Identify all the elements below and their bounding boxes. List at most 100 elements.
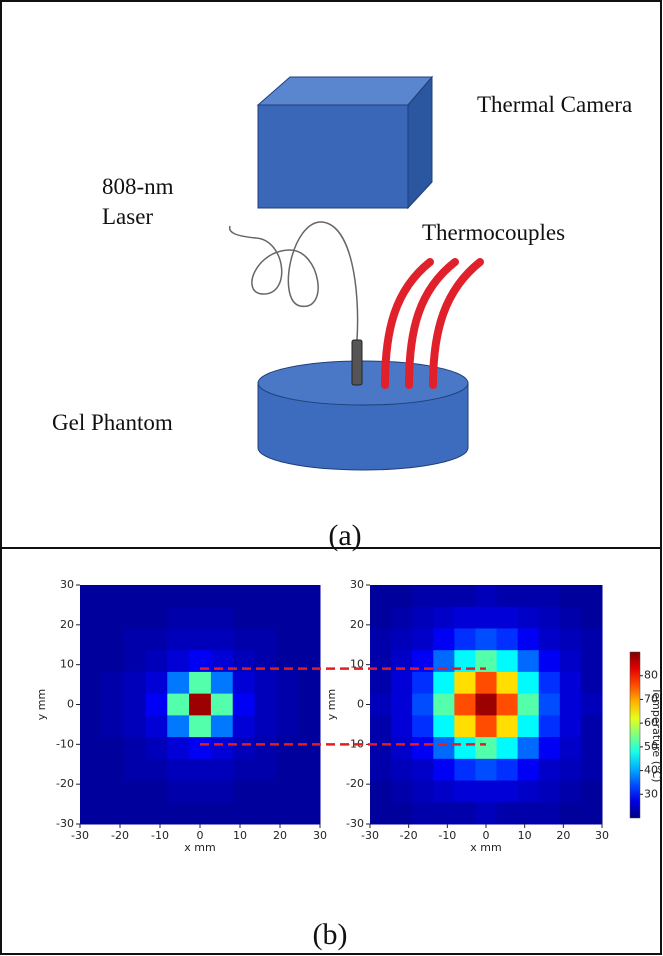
heatmap-cell <box>412 758 434 782</box>
heatmap-cell <box>80 585 103 608</box>
heatmap-cell <box>276 780 299 803</box>
heatmap-cell <box>145 758 168 782</box>
heatmap-cell <box>276 693 299 716</box>
heatmap-cell <box>475 802 498 825</box>
heatmap-cell <box>254 737 277 760</box>
heatmap-cell <box>101 780 125 803</box>
heatmap-cell <box>276 758 299 782</box>
heatmap-cell <box>580 802 603 825</box>
colorbar-tick-label: 70 <box>644 692 658 705</box>
heatmap-cell <box>101 650 125 673</box>
label: Laser <box>102 204 153 229</box>
heatmap-cell <box>559 715 582 738</box>
heatmap-cell <box>254 802 277 825</box>
heatmap-cell <box>232 737 256 760</box>
heatmap-cell <box>145 802 168 825</box>
heatmap-cell <box>370 650 392 673</box>
heatmap-cell <box>298 606 321 629</box>
y-tick-label: -30 <box>56 817 74 830</box>
colorbar-tick-label: 40 <box>644 764 658 777</box>
y-tick-label: 0 <box>357 698 364 711</box>
heatmap-cell <box>167 693 190 716</box>
heatmap-cell <box>254 780 277 803</box>
heatmap-cell <box>559 585 582 608</box>
heatmap-cell <box>167 715 190 738</box>
heatmap-cell <box>298 802 321 825</box>
camera-top <box>256 76 434 106</box>
x-tick-label: 20 <box>556 829 570 842</box>
heatmap-cell <box>391 715 413 738</box>
heatmap-cell <box>370 628 392 651</box>
heatmap-cell <box>145 650 168 673</box>
heatmap-cell <box>370 693 392 716</box>
heatmap-cell <box>496 650 519 673</box>
heatmap-cell <box>167 628 190 651</box>
heatmap-cell <box>232 758 256 782</box>
heatmap-cell <box>391 650 413 673</box>
heatmap-cell <box>123 758 146 782</box>
x-tick-label: -10 <box>438 829 456 842</box>
heatmap-cell <box>433 671 455 695</box>
heatmap-cell <box>101 628 125 651</box>
label: Gel Phantom <box>52 410 173 435</box>
heatmap-cell <box>475 585 498 608</box>
y-tick-label: -10 <box>56 737 74 750</box>
colorbar-tick-label: 30 <box>644 787 658 800</box>
heatmap-cell <box>232 802 256 825</box>
heatmap-cell <box>412 650 434 673</box>
heatmap-cell <box>123 715 146 738</box>
fiber-tip <box>351 339 363 386</box>
heatmap-cell <box>412 737 434 760</box>
heatmap-cell <box>496 758 519 782</box>
heatmap-cell <box>391 628 413 651</box>
heatmap-cell <box>276 802 299 825</box>
heatmap-cell <box>580 628 603 651</box>
heatmap-cell <box>538 628 561 651</box>
heatmap-cell <box>254 715 277 738</box>
y-axis-label: y mm <box>35 689 48 720</box>
heatmap-cell <box>475 758 498 782</box>
heatmap-cell <box>496 780 519 803</box>
heatmap-cell <box>475 715 498 738</box>
heatmap-cell <box>189 650 212 673</box>
heatmap-cell <box>210 737 234 760</box>
heatmap-cell <box>232 715 256 738</box>
heatmap-cell <box>454 802 476 825</box>
heatmap-cell <box>189 585 212 608</box>
heatmap-cell <box>454 737 476 760</box>
heatmap-cell <box>189 715 212 738</box>
heatmap-cell <box>80 628 103 651</box>
heatmap-cell <box>517 585 540 608</box>
heatmap-cell <box>538 802 561 825</box>
heatmap-cell <box>167 758 190 782</box>
label: Thermal Camera <box>477 92 632 117</box>
heatmap-cell <box>433 758 455 782</box>
heatmap-cell <box>123 802 146 825</box>
heatmap-cell <box>298 758 321 782</box>
heatmap-cell <box>210 758 234 782</box>
heatmap-cell <box>538 585 561 608</box>
heatmap-cell <box>145 628 168 651</box>
y-tick-label: 20 <box>60 618 74 631</box>
heatmap-cell <box>167 606 190 629</box>
heatmap-cell <box>167 780 190 803</box>
heatmap-cell <box>475 780 498 803</box>
x-axis-label: x mm <box>470 841 501 854</box>
heatmap-cell <box>454 606 476 629</box>
colorbar-tick-label: 60 <box>644 716 658 729</box>
heatmap-cell <box>517 737 540 760</box>
heatmap-cell <box>167 650 190 673</box>
heatmap-cell <box>580 693 603 716</box>
colorbar <box>629 651 641 819</box>
heatmap-cell <box>496 737 519 760</box>
heatmap-cell <box>538 780 561 803</box>
phantom-body <box>257 382 469 471</box>
heatmap-cell <box>123 780 146 803</box>
heatmap-cell <box>254 585 277 608</box>
heatmap-cell <box>370 780 392 803</box>
x-tick-label: 0 <box>197 829 204 842</box>
heatmap-cell <box>496 585 519 608</box>
x-tick-label: 10 <box>233 829 247 842</box>
y-tick-label: 10 <box>60 658 74 671</box>
